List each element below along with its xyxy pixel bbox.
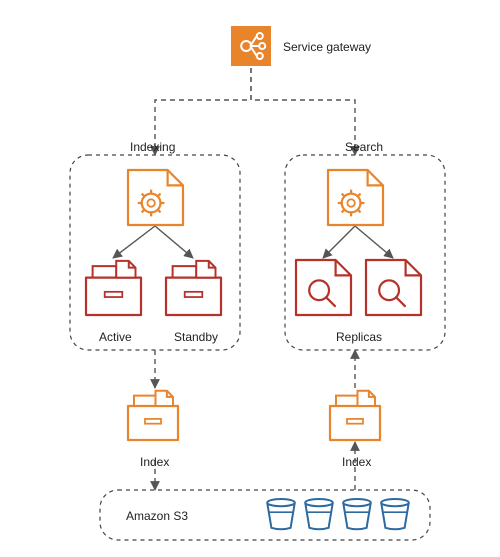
replica2-icon (366, 260, 421, 315)
indexing-group (70, 155, 240, 350)
bucket2-icon (305, 499, 333, 529)
edge-srch-r1 (323, 226, 355, 258)
index_r-icon (330, 391, 380, 440)
index_l-icon (128, 391, 178, 440)
standby-icon (166, 261, 221, 315)
s3-label: Amazon S3 (126, 509, 188, 523)
active-label: Active (99, 330, 132, 344)
edge-srch-r2 (355, 226, 393, 258)
search-label: Search (345, 140, 383, 154)
replica1-icon (296, 260, 351, 315)
edge-idx-stb (155, 226, 193, 258)
edge-idx-act (113, 226, 155, 258)
gateway-icon (231, 26, 271, 66)
edge-gw-srch (251, 68, 355, 155)
diagram-canvas (0, 0, 500, 557)
bucket3-icon (343, 499, 371, 529)
srch_gear-icon (328, 170, 383, 225)
index-left-label: Index (140, 455, 169, 469)
index-right-label: Index (342, 455, 371, 469)
indexing-label: Indexing (130, 140, 175, 154)
standby-label: Standby (174, 330, 218, 344)
bucket4-icon (381, 499, 409, 529)
gateway-label: Service gateway (283, 40, 371, 54)
active-icon (86, 261, 141, 315)
search-group (285, 155, 445, 350)
bucket1-icon (267, 499, 295, 529)
replicas-label: Replicas (336, 330, 382, 344)
idx_gear-icon (128, 170, 183, 225)
